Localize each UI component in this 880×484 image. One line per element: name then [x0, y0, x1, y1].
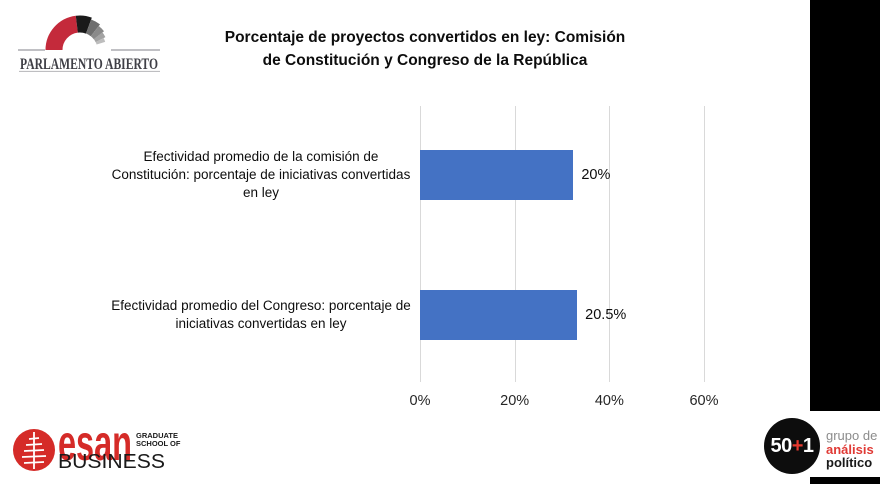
gap-circle-plus: + — [791, 434, 804, 457]
esan-business-wordmark: BUSINESS — [58, 451, 165, 473]
x-tick-20: 20% — [500, 393, 530, 409]
bar-row-comision: 20% — [420, 150, 880, 200]
value-label-congreso: 20.5% — [585, 307, 627, 323]
gap-logo-text: grupo de análisis político — [826, 429, 877, 470]
parlamento-abierto-logo: PARLAMENTO ABIERTO — [14, 6, 164, 72]
x-tick-40: 40% — [594, 393, 624, 409]
gap-text-line3: político — [826, 455, 873, 470]
right-black-bar-bottom — [810, 477, 880, 484]
gridline-40pct — [609, 106, 611, 382]
chart-title-line2: de Constitución y Congreso de la Repúbli… — [262, 52, 588, 69]
esan-business-logo: esan GRADUATE SCHOOL OF BUSINESS — [12, 426, 182, 476]
bar-row-congreso: 20.5% — [420, 290, 880, 340]
gap-circle-1: 1 — [802, 434, 814, 457]
bar-congreso — [420, 290, 578, 340]
esan-tagline-line2: SCHOOL OF — [136, 439, 181, 448]
chart-title-line1: Porcentaje de proyectos convertidos en l… — [224, 29, 626, 46]
parlamento-abierto-wordmark: PARLAMENTO ABIERTO — [20, 56, 158, 72]
grupo-analisis-politico-logo: 50 + 1 grupo de análisis político — [762, 416, 880, 477]
plot-area: 20% 20.5% 0% 20% 40% 60% — [410, 106, 719, 409]
gap-text-line2: análisis — [826, 441, 874, 457]
pine-tree-icon — [21, 432, 47, 469]
gridline-0pct — [420, 106, 421, 382]
gridline-20pct — [514, 106, 516, 382]
esan-tagline-line1: GRADUATE — [136, 431, 178, 440]
fifty-plus-one-circle-icon: 50 + 1 — [764, 418, 820, 474]
esan-wordmark: esan — [58, 426, 132, 471]
gauge-arc-icon: PARLAMENTO ABIERTO — [18, 15, 160, 72]
gridline-60pct — [704, 106, 705, 382]
right-black-bar — [810, 0, 880, 411]
bar-comision — [420, 150, 574, 200]
x-tick-60: 60% — [689, 393, 719, 409]
chart-title: Porcentaje de proyectos convertidos en l… — [180, 26, 670, 72]
category-label-congreso: Efectividad promedio del Congreso: porce… — [111, 298, 411, 331]
value-label-comision: 20% — [581, 167, 611, 183]
gap-text-line1: grupo de — [826, 428, 878, 443]
category-label-comision: Efectividad promedio de la comisión de C… — [111, 149, 411, 200]
gap-circle-50: 50 — [770, 434, 792, 457]
x-tick-0: 0% — [409, 393, 431, 409]
